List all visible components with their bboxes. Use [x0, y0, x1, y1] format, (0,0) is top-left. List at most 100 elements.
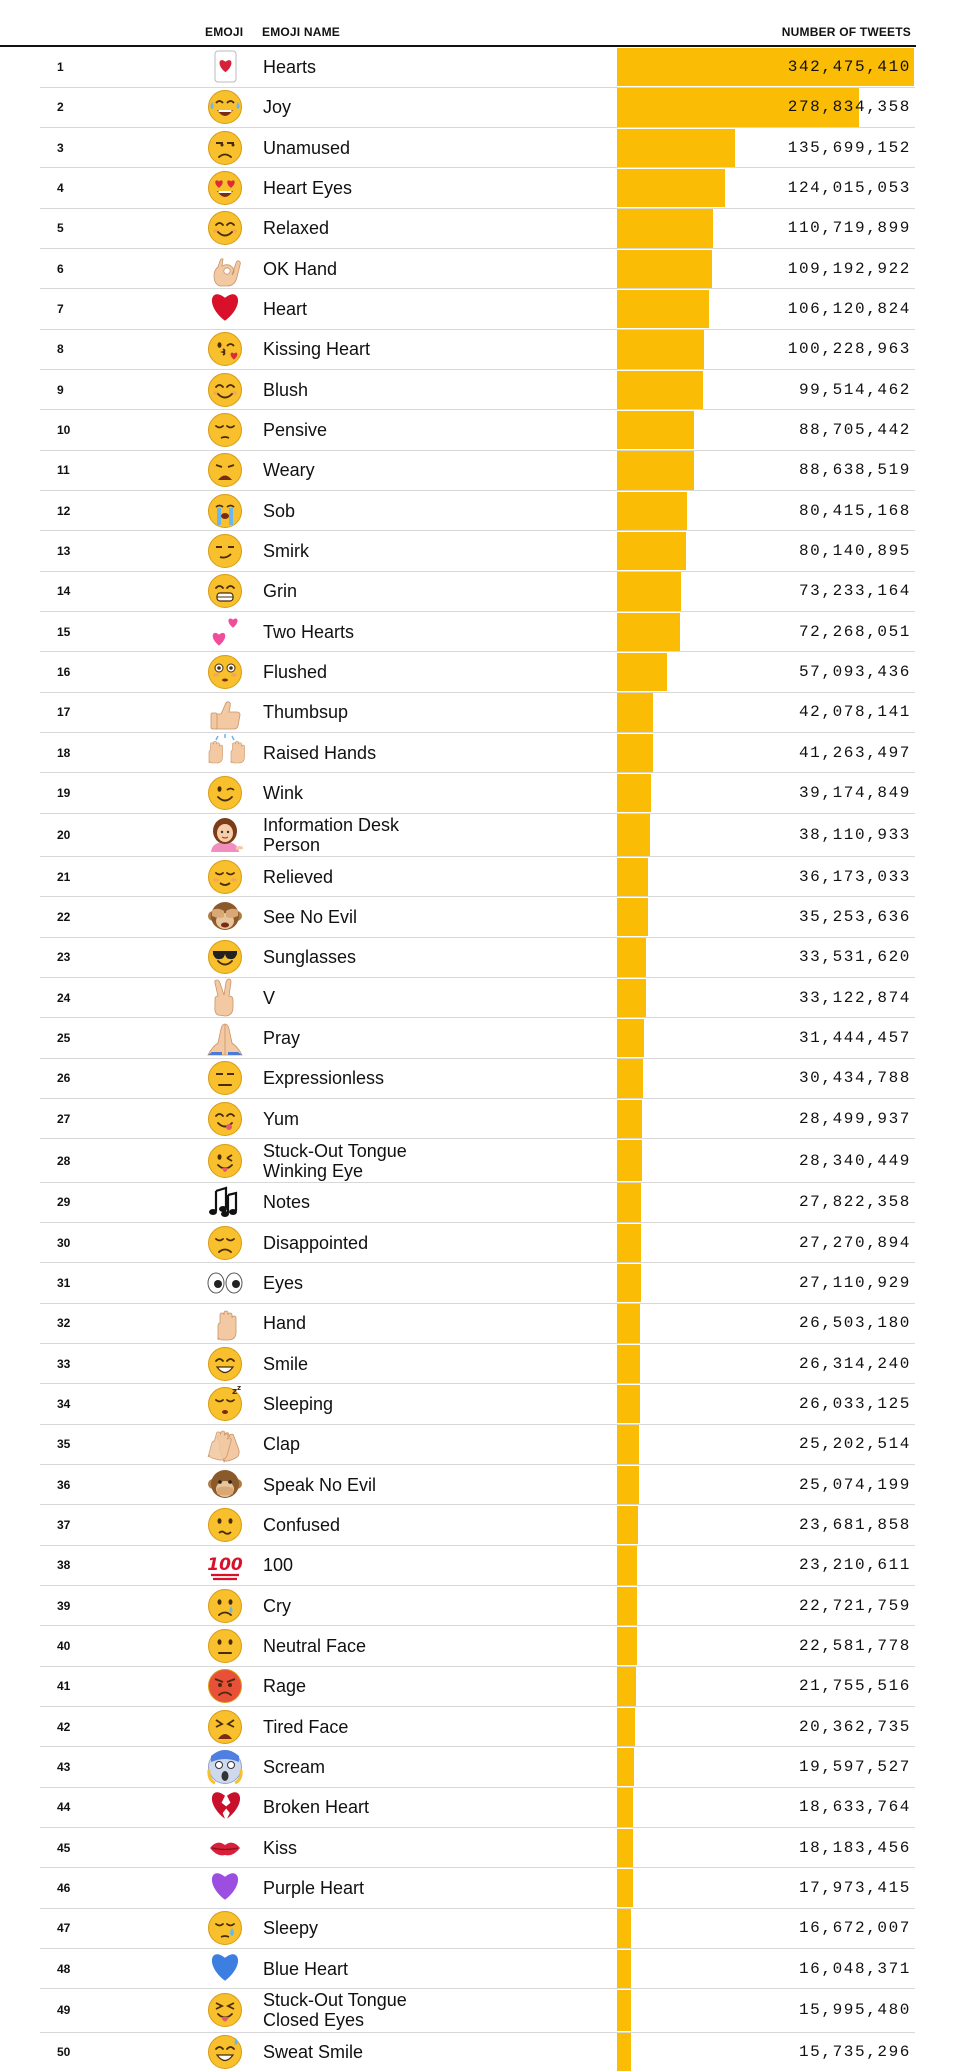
- grin-face-icon: [206, 572, 244, 610]
- emoji-name: Cry: [263, 1595, 291, 1616]
- tweet-count-bar: [617, 693, 654, 732]
- thumbsup-icon: [206, 693, 244, 731]
- rank-label: 24: [57, 990, 71, 1005]
- tweet-count-bar: [617, 814, 651, 856]
- emoji-name: See No Evil: [263, 907, 358, 928]
- rank-label: 33: [57, 1356, 71, 1371]
- row-divider: [40, 1017, 915, 1019]
- emoji-name: Relaxed: [263, 218, 330, 239]
- table-row: 15 Two Hearts 72,268,051: [0, 612, 960, 653]
- rank-label: 10: [57, 423, 71, 438]
- table-row: 25 Pray 31,444,457: [0, 1018, 960, 1059]
- rank-label: 38: [57, 1558, 71, 1573]
- tweet-count-value: 31,444,457: [798, 1029, 911, 1048]
- emoji-name: Smile: [263, 1353, 309, 1374]
- rank-label: 27: [57, 1111, 71, 1126]
- row-divider: [40, 409, 915, 411]
- tweet-count-value: 38,110,933: [798, 825, 911, 844]
- row-divider: [40, 1706, 915, 1708]
- rank-label: 16: [57, 665, 71, 680]
- table-row: 50 Sweat Smile 15,735,296: [0, 2032, 960, 2072]
- rank-label: 31: [57, 1276, 71, 1291]
- tweet-count-value: 73,233,164: [798, 582, 911, 601]
- tweet-count-bar: [617, 1747, 634, 1787]
- rank-label: 20: [57, 827, 71, 842]
- emoji-name: Two Hearts: [263, 621, 355, 642]
- rank-label: 17: [57, 705, 71, 720]
- clapping-hands-icon: [206, 1425, 244, 1463]
- row-divider: [40, 856, 915, 858]
- tweet-count-bar: [617, 330, 704, 369]
- tweet-count-bar: [617, 1059, 644, 1098]
- tweet-count-bar: [617, 1223, 641, 1262]
- rank-label: 7: [57, 302, 64, 317]
- table-row: 33 Smile 26,314,240: [0, 1344, 960, 1385]
- emoji-name: Sleeping: [263, 1394, 334, 1415]
- row-divider: [40, 490, 915, 492]
- svg-text:z: z: [232, 1387, 237, 1397]
- emoji-name: Blue Heart: [263, 1958, 349, 1979]
- emoji-name: Pensive: [263, 420, 328, 441]
- rank-label: 18: [57, 745, 71, 760]
- tweet-count-value: 124,015,053: [787, 179, 911, 198]
- rank-label: 36: [57, 1477, 71, 1492]
- emoji-name: Smirk: [263, 541, 309, 562]
- emoji-name: Speak No Evil: [263, 1474, 377, 1495]
- tweet-count-value: 30,434,788: [798, 1069, 911, 1088]
- sleepy-face-icon: [206, 1909, 244, 1947]
- row-divider: [40, 288, 915, 290]
- table-row: 23 Sunglasses 33,531,620: [0, 937, 960, 979]
- row-divider: [40, 328, 915, 330]
- tweet-count-bar: [617, 88, 859, 127]
- tweet-count-bar: [617, 531, 687, 571]
- tweet-count-value: 15,735,296: [798, 2043, 911, 2062]
- tweet-count-value: 110,719,899: [787, 219, 911, 238]
- tweet-count-bar: [617, 1018, 645, 1058]
- tweet-count-bar: [617, 857, 649, 896]
- rage-face-icon: [206, 1667, 244, 1705]
- table-row: 41 Rage 21,755,516: [0, 1666, 960, 1708]
- speak-no-evil-monkey-icon: [206, 1466, 244, 1504]
- rank-label: 4: [57, 181, 64, 196]
- emoji-name: Joy: [263, 97, 292, 118]
- joy-face-icon: [206, 88, 244, 126]
- emoji-name: Kiss: [263, 1837, 298, 1858]
- tweet-count-value: 19,597,527: [798, 1758, 911, 1777]
- table-row: 14 Grin 73,233,164: [0, 571, 960, 613]
- red-heart-icon: [206, 290, 244, 328]
- tweet-count-value: 278,834,358: [787, 98, 911, 117]
- row-divider: [40, 207, 915, 209]
- row-divider: [40, 1383, 915, 1385]
- row-divider: [40, 86, 915, 88]
- tweet-count-value: 39,174,849: [798, 784, 911, 803]
- table-row: 5 Relaxed 110,719,899: [0, 208, 960, 250]
- tweet-count-bar: [617, 410, 694, 450]
- emoji-name: Rage: [263, 1676, 307, 1697]
- tweet-count-bar: [617, 1667, 636, 1706]
- scream-face-icon: [206, 1748, 244, 1786]
- svg-text:100: 100: [207, 1555, 243, 1575]
- tweet-count-bar: [617, 1139, 642, 1182]
- table-row: 2 Joy 278,834,358: [0, 87, 960, 129]
- tweet-count-value: 22,721,759: [798, 1596, 911, 1615]
- emoji-name: Broken Heart: [263, 1797, 370, 1818]
- row-divider: [40, 611, 915, 613]
- tweets-column-header: NUMBER OF TWEETS: [781, 25, 911, 39]
- rank-label: 12: [57, 503, 71, 518]
- rank-label: 45: [57, 1840, 71, 1855]
- pray-hands-icon: [206, 1019, 244, 1057]
- tweet-count-value: 27,270,894: [798, 1233, 911, 1252]
- tweet-count-value: 109,192,922: [787, 259, 911, 278]
- rank-label: 8: [57, 342, 64, 357]
- kissing-heart-face-icon: [206, 330, 244, 368]
- emoji-name: Yum: [263, 1108, 300, 1129]
- rank-label: 44: [57, 1800, 71, 1815]
- row-divider: [40, 1625, 915, 1627]
- rank-label: 21: [57, 869, 71, 884]
- tweet-count-value: 28,499,937: [798, 1109, 911, 1128]
- rank-label: 28: [57, 1153, 71, 1168]
- table-row: 40 Neutral Face 22,581,778: [0, 1626, 960, 1667]
- tweet-count-value: 25,074,199: [798, 1475, 911, 1494]
- table-row: 49 Stuck-Out Tongue Closed Eyes 15,995,480: [0, 1989, 960, 2033]
- tweet-count-bar: [617, 897, 648, 937]
